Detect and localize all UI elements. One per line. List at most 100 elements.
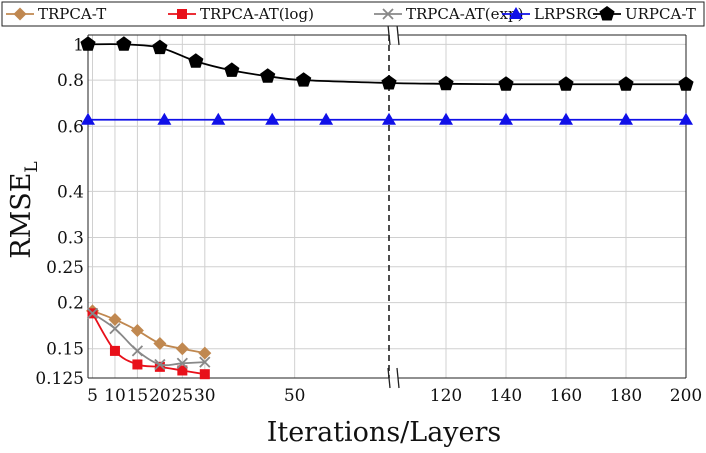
legend-marker bbox=[382, 8, 394, 20]
y-tick-label: 0.6 bbox=[57, 117, 84, 137]
marker-stroke bbox=[382, 8, 394, 20]
legend-entry: TRPCA-AT(log) bbox=[168, 5, 314, 23]
data-point bbox=[199, 369, 210, 380]
data-point bbox=[619, 112, 633, 125]
legend: TRPCA-T TRPCA-AT(log) TRPCA-AT(exp) LRPSRC U… bbox=[1, 1, 705, 27]
x-tick-label: 30 bbox=[194, 386, 216, 406]
data-point bbox=[86, 307, 99, 320]
x-tick-label: 20 bbox=[149, 386, 171, 406]
legend-marker bbox=[509, 7, 523, 19]
data-point bbox=[260, 68, 276, 83]
y-tick-label: 0.125 bbox=[35, 369, 84, 389]
data-point bbox=[108, 312, 122, 326]
y-tick-label: 0.2 bbox=[57, 294, 84, 314]
x-tick-label: 25 bbox=[172, 386, 194, 406]
x-tick-label: 15 bbox=[127, 386, 149, 406]
tick-labels: 5 10 15 20 25 30 50 120 140 160 180 200 0.125 0.15 0.2… bbox=[35, 35, 702, 406]
series-trpca-at-exp- bbox=[86, 307, 211, 371]
legend-marker bbox=[599, 6, 615, 21]
y-tick-label: 0.3 bbox=[57, 229, 84, 249]
x-tick-label: 180 bbox=[610, 386, 642, 406]
series-trpca-at-log- bbox=[87, 308, 210, 380]
legend-entry: TRPCA-T bbox=[6, 5, 106, 23]
legend-marker bbox=[13, 7, 27, 21]
data-point bbox=[211, 112, 226, 125]
series-trpca-t bbox=[85, 304, 212, 360]
axis-break-mark bbox=[396, 367, 400, 389]
data-point bbox=[109, 345, 120, 356]
x-tick-label: 120 bbox=[430, 386, 462, 406]
x-tick-label: 10 bbox=[104, 386, 126, 406]
data-point bbox=[498, 76, 514, 91]
data-point bbox=[198, 346, 212, 360]
data-point bbox=[80, 36, 96, 51]
legend-label: TRPCA-T bbox=[38, 5, 106, 23]
data-point bbox=[177, 365, 188, 376]
y-axis-label: RMSEL bbox=[6, 161, 42, 258]
data-point bbox=[175, 342, 189, 356]
data-point bbox=[438, 75, 454, 91]
axes bbox=[87, 24, 687, 389]
y-tick-label: 0.25 bbox=[46, 258, 84, 278]
data-point bbox=[618, 76, 634, 91]
data-point bbox=[154, 361, 165, 372]
legend-label: URPCA-T bbox=[625, 5, 696, 23]
data-point bbox=[499, 112, 513, 125]
data-point bbox=[132, 359, 143, 370]
x-tick-label: 140 bbox=[490, 386, 522, 406]
y-tick-label: 0.15 bbox=[46, 340, 84, 360]
legend-entry: LRPSRC bbox=[502, 5, 598, 23]
x-axis-label: Iterations/Layers bbox=[267, 417, 502, 448]
x-tick-label: 200 bbox=[670, 386, 702, 406]
y-tick-label: 0.4 bbox=[57, 182, 84, 202]
data-point bbox=[678, 76, 694, 91]
data-point bbox=[130, 324, 144, 338]
data-point bbox=[296, 72, 312, 87]
legend-entry: URPCA-T bbox=[593, 5, 696, 23]
data-point bbox=[265, 112, 280, 125]
data-point bbox=[81, 112, 95, 125]
y-tick-label: 0.8 bbox=[57, 71, 84, 91]
data-point bbox=[116, 36, 132, 51]
marker-stroke bbox=[154, 358, 166, 371]
legend-box bbox=[1, 1, 705, 27]
data-point bbox=[152, 39, 168, 55]
data-point bbox=[381, 75, 397, 90]
marker-stroke bbox=[131, 345, 144, 357]
y-axis-label-subscript: L bbox=[22, 161, 42, 172]
data-point bbox=[319, 112, 334, 125]
series-line bbox=[91, 312, 205, 376]
legend-label: LRPSRC bbox=[534, 5, 598, 23]
x-tick-label: 160 bbox=[550, 386, 582, 406]
x-tick-label: 5 bbox=[87, 386, 98, 406]
data-point bbox=[224, 62, 240, 77]
y-tick-label: 1 bbox=[73, 35, 84, 55]
data-point bbox=[109, 323, 121, 335]
data-point bbox=[176, 357, 188, 369]
data-point bbox=[382, 112, 396, 125]
marker-stroke bbox=[86, 307, 99, 320]
legend-marker bbox=[177, 9, 187, 19]
series-lines bbox=[80, 36, 694, 380]
series-line bbox=[91, 312, 205, 367]
series-lrpsrc bbox=[81, 112, 693, 125]
legend-label: TRPCA-AT(log) bbox=[200, 5, 314, 23]
data-point bbox=[131, 345, 144, 357]
series-urpca-t bbox=[80, 36, 694, 91]
y-axis-label-main: RMSE bbox=[6, 173, 37, 259]
marker-stroke bbox=[176, 357, 188, 369]
marker-stroke bbox=[199, 356, 211, 368]
x-tick-label: 50 bbox=[284, 386, 306, 406]
data-point bbox=[157, 112, 172, 125]
marker-stroke bbox=[109, 323, 121, 335]
data-point bbox=[153, 336, 167, 350]
data-point bbox=[154, 358, 166, 371]
data-point bbox=[559, 112, 573, 125]
data-point bbox=[439, 112, 453, 125]
series-line bbox=[92, 309, 205, 354]
data-point bbox=[558, 76, 574, 91]
data-point bbox=[199, 356, 211, 368]
legend-entry: TRPCA-AT(exp) bbox=[374, 5, 523, 23]
data-point bbox=[188, 53, 204, 68]
